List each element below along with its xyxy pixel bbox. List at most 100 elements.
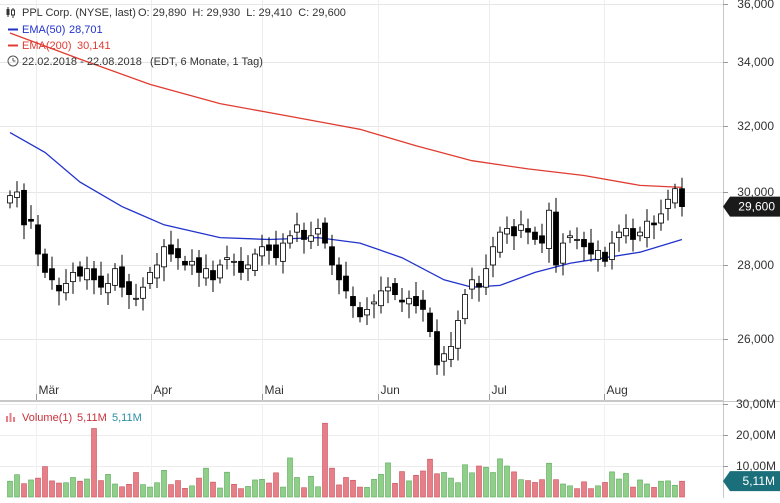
candle-body <box>581 239 587 248</box>
candle-body <box>336 264 342 281</box>
volume-bar <box>483 466 489 498</box>
candle-body <box>259 246 265 257</box>
candle-body <box>553 211 559 266</box>
candle-body <box>364 308 370 316</box>
candle-body <box>385 286 391 292</box>
candle <box>427 307 433 338</box>
candle-body <box>147 271 153 284</box>
volume-bar <box>259 479 265 498</box>
price-legend: PPL Corp. (NYSE, last) O: 29,890 H: 29,9… <box>6 7 346 68</box>
last-volume-badge-shape <box>723 471 780 492</box>
volume-axis: 10,00M 20,00M 30,00M <box>723 397 776 473</box>
volume-bar <box>154 482 160 498</box>
candle <box>399 287 405 312</box>
candle-body <box>112 268 118 286</box>
volume-bar <box>98 480 104 498</box>
candle <box>504 216 510 244</box>
volume-bar <box>364 487 370 498</box>
price-grid <box>0 0 724 498</box>
candle <box>105 273 111 305</box>
candle-body <box>434 331 440 366</box>
volume-bar <box>140 484 146 498</box>
volume-bar <box>336 484 342 498</box>
legend-period: (EDT, 6 Monate, 1 Tag) <box>150 56 263 68</box>
volume-bar <box>644 483 650 498</box>
candle <box>287 230 293 249</box>
candle-body <box>476 283 482 288</box>
candle-body <box>378 290 384 307</box>
candle <box>70 262 76 294</box>
candle <box>448 331 454 368</box>
volume-bar <box>21 483 27 498</box>
candle <box>630 218 636 252</box>
candle-body <box>266 244 272 251</box>
candle <box>497 226 503 258</box>
candle <box>329 234 335 275</box>
candle <box>476 275 482 302</box>
volume-tick-label: 10,00M <box>736 459 776 473</box>
candle-body <box>35 224 41 255</box>
month-label: Mai <box>265 383 284 397</box>
candle <box>560 233 566 276</box>
candle <box>350 286 356 318</box>
candle-body <box>217 264 223 279</box>
candle-body <box>448 345 454 360</box>
candle <box>385 277 391 304</box>
candle <box>266 237 272 265</box>
volume-bar <box>406 480 412 498</box>
candlestick-icon <box>6 7 15 18</box>
volume-bar <box>112 483 118 498</box>
volume-bar <box>63 482 69 498</box>
volume-bar <box>427 458 433 498</box>
candle <box>357 302 363 323</box>
volume-bar <box>602 482 608 498</box>
candle <box>581 231 587 261</box>
volume-bar <box>455 482 461 498</box>
candle-body <box>462 294 468 320</box>
candle <box>637 226 643 242</box>
volume-bar <box>245 486 251 498</box>
candle <box>483 254 489 295</box>
month-label: Apr <box>154 383 173 397</box>
candle <box>84 256 90 290</box>
candle <box>119 254 125 298</box>
candle <box>273 230 279 266</box>
volume-bar <box>189 485 195 498</box>
ema50-label: EMA(50) <box>22 24 65 36</box>
candle-body <box>532 231 538 240</box>
candle-body <box>469 279 475 290</box>
volume-bar <box>651 487 657 498</box>
candle-body <box>210 270 216 281</box>
candle <box>413 282 419 314</box>
candle-body <box>84 268 90 281</box>
volume-bar <box>105 474 111 498</box>
volume-bar <box>434 473 440 498</box>
price-axis: 26,000 28,000 30,000 32,000 34,000 36,000 <box>723 0 774 346</box>
candle <box>322 217 328 249</box>
candle-body <box>231 260 237 263</box>
volume-bar <box>420 470 426 498</box>
candle-body <box>91 268 97 281</box>
candle <box>231 253 237 276</box>
volume-bar <box>224 471 230 498</box>
volume-bar <box>350 479 356 498</box>
candle-body <box>623 228 629 237</box>
candle-body <box>294 224 300 233</box>
volume-bar <box>525 480 531 498</box>
candle-body <box>98 275 104 288</box>
candle-body <box>126 281 132 295</box>
candle <box>63 269 69 301</box>
volume-bars-icon <box>6 413 15 422</box>
candle <box>147 266 153 290</box>
candle-body <box>28 218 34 222</box>
candle <box>245 255 251 281</box>
candle <box>98 261 104 295</box>
candle <box>168 230 174 262</box>
volume-bar <box>14 474 20 498</box>
candle <box>490 236 496 278</box>
volume-bar <box>119 486 125 498</box>
volume-bar <box>210 481 216 498</box>
candle-body <box>42 253 48 273</box>
